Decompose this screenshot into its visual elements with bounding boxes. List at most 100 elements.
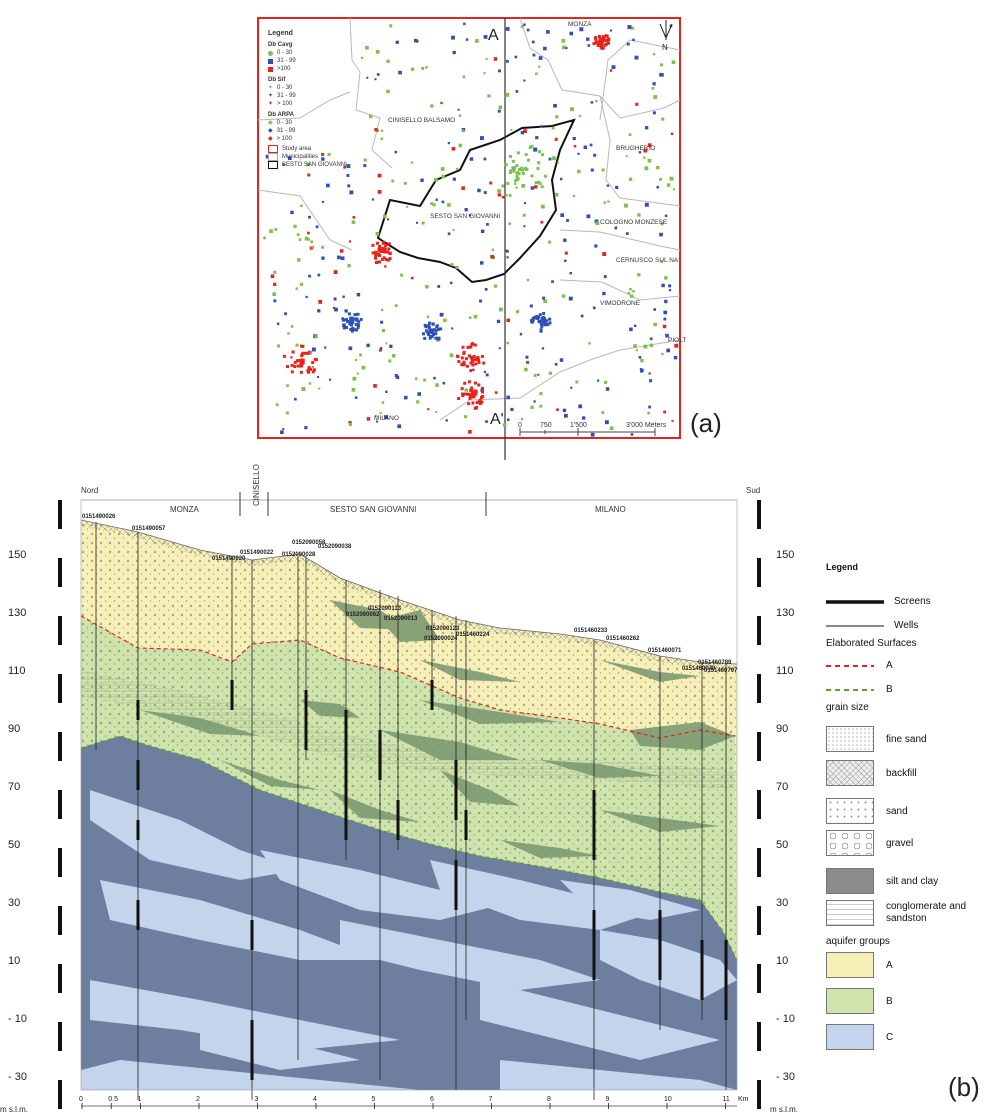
map-well-dot [282,428,285,431]
x-tick: 0.5 [108,1096,118,1103]
map-well-dot [427,326,431,330]
map-well-dot [382,214,387,219]
map-well-dot [475,401,479,405]
map-well-dot [651,87,655,90]
map-well-dot [327,152,331,156]
map-well-dot [385,250,389,254]
y-tick-left: - 10 [8,1013,27,1025]
map-well-dot [628,133,632,137]
map-well-dot [410,67,415,71]
well-label: 0151460233 [574,628,608,634]
map-well-dot [272,292,277,297]
map-well-dot [321,157,325,161]
map-well-dot [321,256,325,260]
map-well-dot [534,185,538,189]
map-well-dot [317,375,320,378]
map-well-dot [381,247,385,251]
map-well-dot [468,214,472,217]
map-well-dot [380,320,384,324]
x-tick: 6 [430,1096,434,1103]
map-well-dot [352,216,356,219]
map-well-dot [521,171,525,175]
map-well-dot [540,318,544,322]
map-well-dot [541,153,545,157]
map-well-dot [263,236,266,240]
map-well-dot [376,73,380,76]
map-well-dot [559,358,564,362]
map-well-dot [520,166,524,170]
svg-text:750: 750 [540,422,552,429]
map-well-dot [294,397,297,401]
map-well-dot [553,103,557,108]
map-well-dot [437,285,441,288]
map-well-dot [543,299,548,304]
map-well-dot [435,325,439,329]
map-well-dot [380,346,383,350]
map-well-dot [305,295,308,299]
map-well-dot [647,411,650,415]
map-well-dot [471,363,475,367]
map-well-dot [661,352,664,356]
map-well-dot [556,408,559,412]
map-well-dot [447,142,450,145]
map-legend-group-sif: Db Sif [268,77,286,83]
map-well-dot [570,107,574,112]
map-well-dot [360,56,364,59]
map-well-dot [514,55,518,59]
map-well-dot [473,314,478,319]
map-well-dot [615,225,618,228]
x-tick: 10 [664,1096,672,1103]
map-well-dot [490,254,495,259]
map-well-dot [516,151,520,155]
map-well-dot [457,108,460,111]
place-pioltello: PIOLT [668,337,686,344]
map-well-dot [421,66,425,70]
map-well-dot [603,43,607,47]
map-well-dot [282,163,285,166]
map-well-dot [312,368,316,372]
map-well-dot [470,343,474,347]
map-well-dot [406,205,409,208]
sud-label: Sud [746,486,760,495]
map-well-dot [380,249,384,253]
map-well-dot [511,166,515,170]
map-well-dot [386,59,390,63]
map-well-dot [506,318,511,323]
map-well-dot [343,165,347,169]
map-well-dot [498,105,503,110]
map-well-dot [387,242,391,246]
map-well-dot [615,185,619,190]
map-well-dot [295,343,299,347]
map-well-dot [554,362,558,366]
map-well-dot [498,347,501,350]
map-well-dot [532,53,536,57]
map-well-dot [367,343,370,346]
map-well-dot [384,415,389,420]
map-well-dot [376,241,380,245]
wells-group [95,522,728,1100]
legend-surfaces-title: Elaborated Surfaces [826,638,917,649]
map-well-dot [277,344,281,348]
map-well-dot [647,143,652,147]
map-well-dot [484,287,488,291]
map-well-dot [673,188,676,191]
map-well-dot [374,254,378,258]
map-well-dot [535,314,539,318]
map-well-dot [479,299,483,303]
y-tick-left: - 30 [8,1071,27,1083]
svg-text:0: 0 [518,422,522,429]
map-well-dot [403,181,407,185]
map-well-dot [627,25,632,30]
y-tick-right: 110 [776,665,794,677]
map-well-dot [595,99,598,103]
map-well-dot [543,317,547,321]
map-well-dot [431,333,435,337]
x-tick: 3 [255,1096,259,1103]
map-well-dot [375,231,380,236]
map-well-dot [560,213,565,218]
map-well-dot [365,45,369,50]
north-arrow-icon: N [659,20,673,52]
map-well-dot [548,371,553,375]
x-unit: Km [738,1096,749,1103]
map-well-dot [506,418,510,422]
